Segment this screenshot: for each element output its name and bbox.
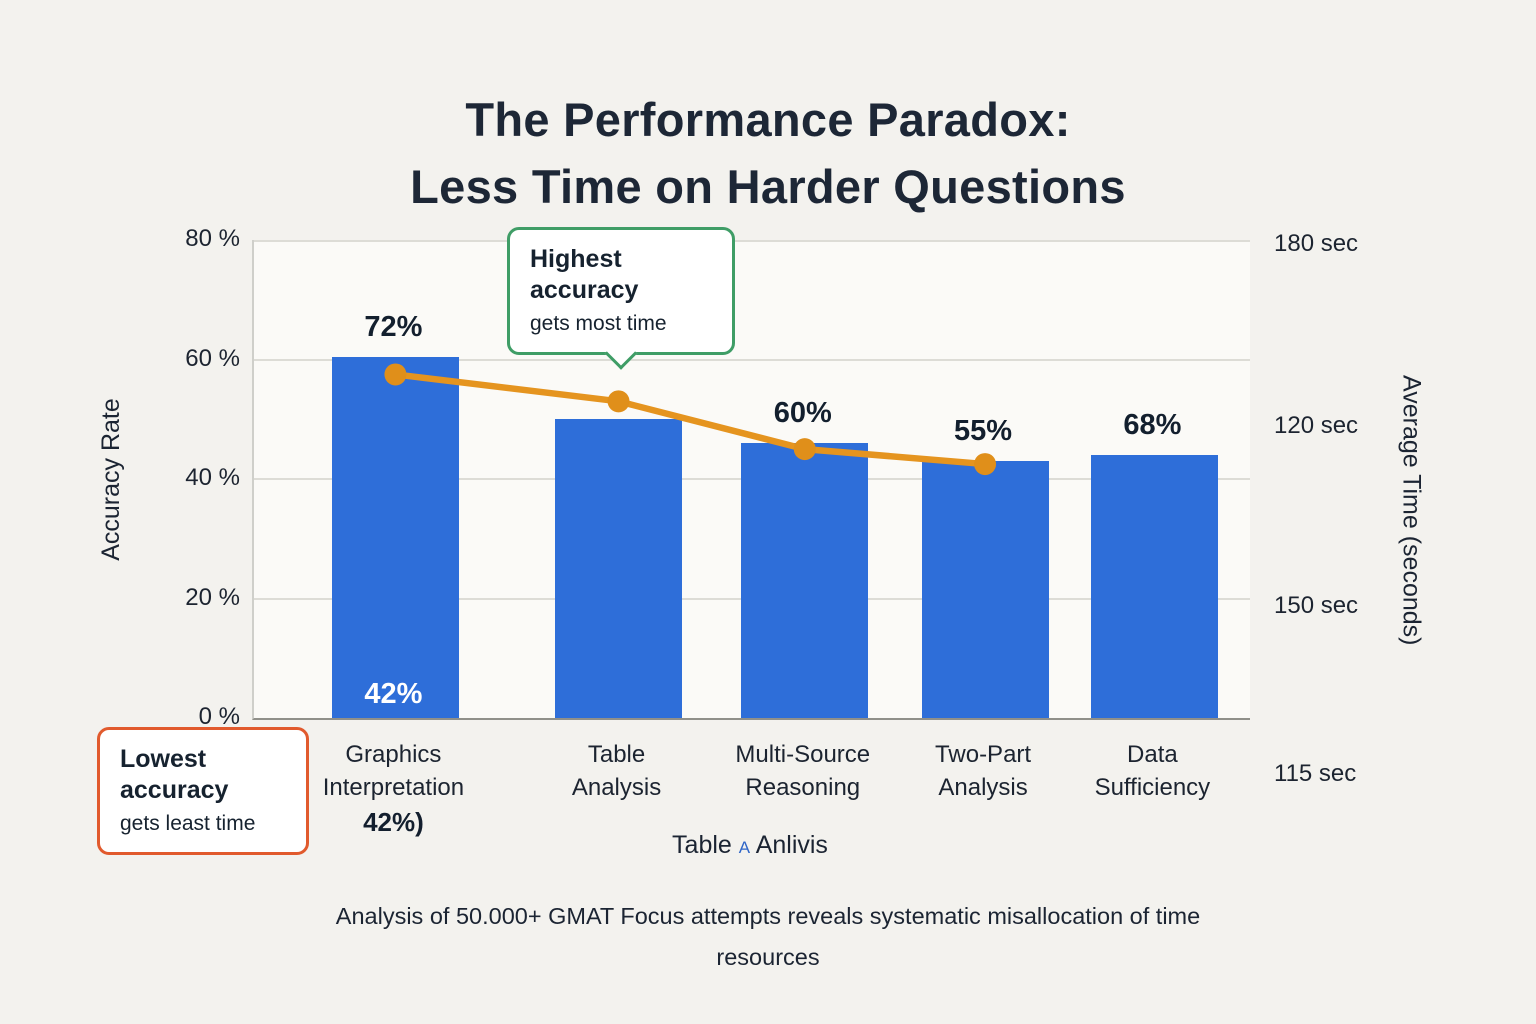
chart-caption: Analysis of 50.000+ GMAT Focus attempts …	[335, 903, 1201, 971]
category-label: Multi-Source Reasoning	[735, 741, 871, 802]
time-trend-line	[392, 371, 989, 468]
category-label: Table Analysis	[571, 741, 662, 802]
plot-area	[252, 240, 1250, 720]
accuracy-tick-label: 40 %	[185, 464, 240, 491]
bar	[1090, 455, 1218, 718]
category-label: Graphics Interpretation	[322, 741, 465, 802]
callout-lowest-line3: gets least time	[120, 811, 256, 835]
x-axis-note: Table A Anlivis	[252, 831, 1248, 860]
x-axis-note-word2: A	[738, 838, 751, 857]
x-axis-note-word3: Anlivis	[755, 831, 828, 859]
time-line-overlay	[384, 363, 997, 476]
bar-value-label: 72%	[364, 310, 423, 343]
line-point	[793, 438, 816, 461]
bar-value-label: 68%	[1123, 409, 1182, 442]
chart-title: The Performance Paradox: Less Time on Ha…	[410, 93, 1126, 214]
bar-value-label: 55%	[954, 415, 1013, 448]
bar-inside-label: 42%	[364, 678, 423, 710]
time-tick-label: 120 sec	[1274, 411, 1359, 439]
accuracy-tick-label: 20 %	[185, 583, 240, 611]
bar	[555, 419, 683, 718]
category-label: Two-Part Analysis	[935, 741, 1032, 802]
right-axis-title: Average Time (seconds)	[1388, 280, 1434, 740]
accuracy-tick-label: 0 %	[198, 703, 240, 730]
x-axis-note-word1: Table	[672, 831, 732, 859]
right-axis-title-text: Average Time (seconds)	[1397, 374, 1426, 646]
time-tick-label: 115 sec	[1274, 760, 1357, 788]
bar	[741, 443, 869, 718]
callout-lowest-line2: accuracy	[120, 776, 229, 805]
accuracy-tick-label: 80 %	[185, 225, 240, 252]
callout-highest-line2: accuracy	[530, 276, 639, 305]
callout-highest-line3: gets most time	[530, 311, 667, 335]
callout-lowest-accuracy: Lowest accuracy gets least time	[97, 727, 309, 855]
bar	[921, 461, 1049, 718]
line-point	[974, 453, 997, 476]
bar	[331, 356, 459, 718]
callout-highest-accuracy: Highest accuracy gets most time	[507, 227, 735, 370]
bar-value-label: 60%	[773, 397, 832, 430]
gridline	[254, 240, 1250, 242]
accuracy-tick-label: 60 %	[185, 344, 240, 372]
category-label: Data Sufficiency	[1094, 741, 1211, 802]
time-tick-label: 180 sec	[1274, 229, 1359, 257]
line-point	[384, 363, 407, 386]
line-point	[607, 390, 630, 413]
callout-highest-line1: Highest	[530, 245, 622, 273]
gridline	[254, 358, 1250, 361]
time-tick-label: 150 sec	[1274, 592, 1359, 620]
callout-lowest-line1: Lowest	[120, 745, 207, 773]
category-extra-label: 42%)	[363, 807, 424, 837]
